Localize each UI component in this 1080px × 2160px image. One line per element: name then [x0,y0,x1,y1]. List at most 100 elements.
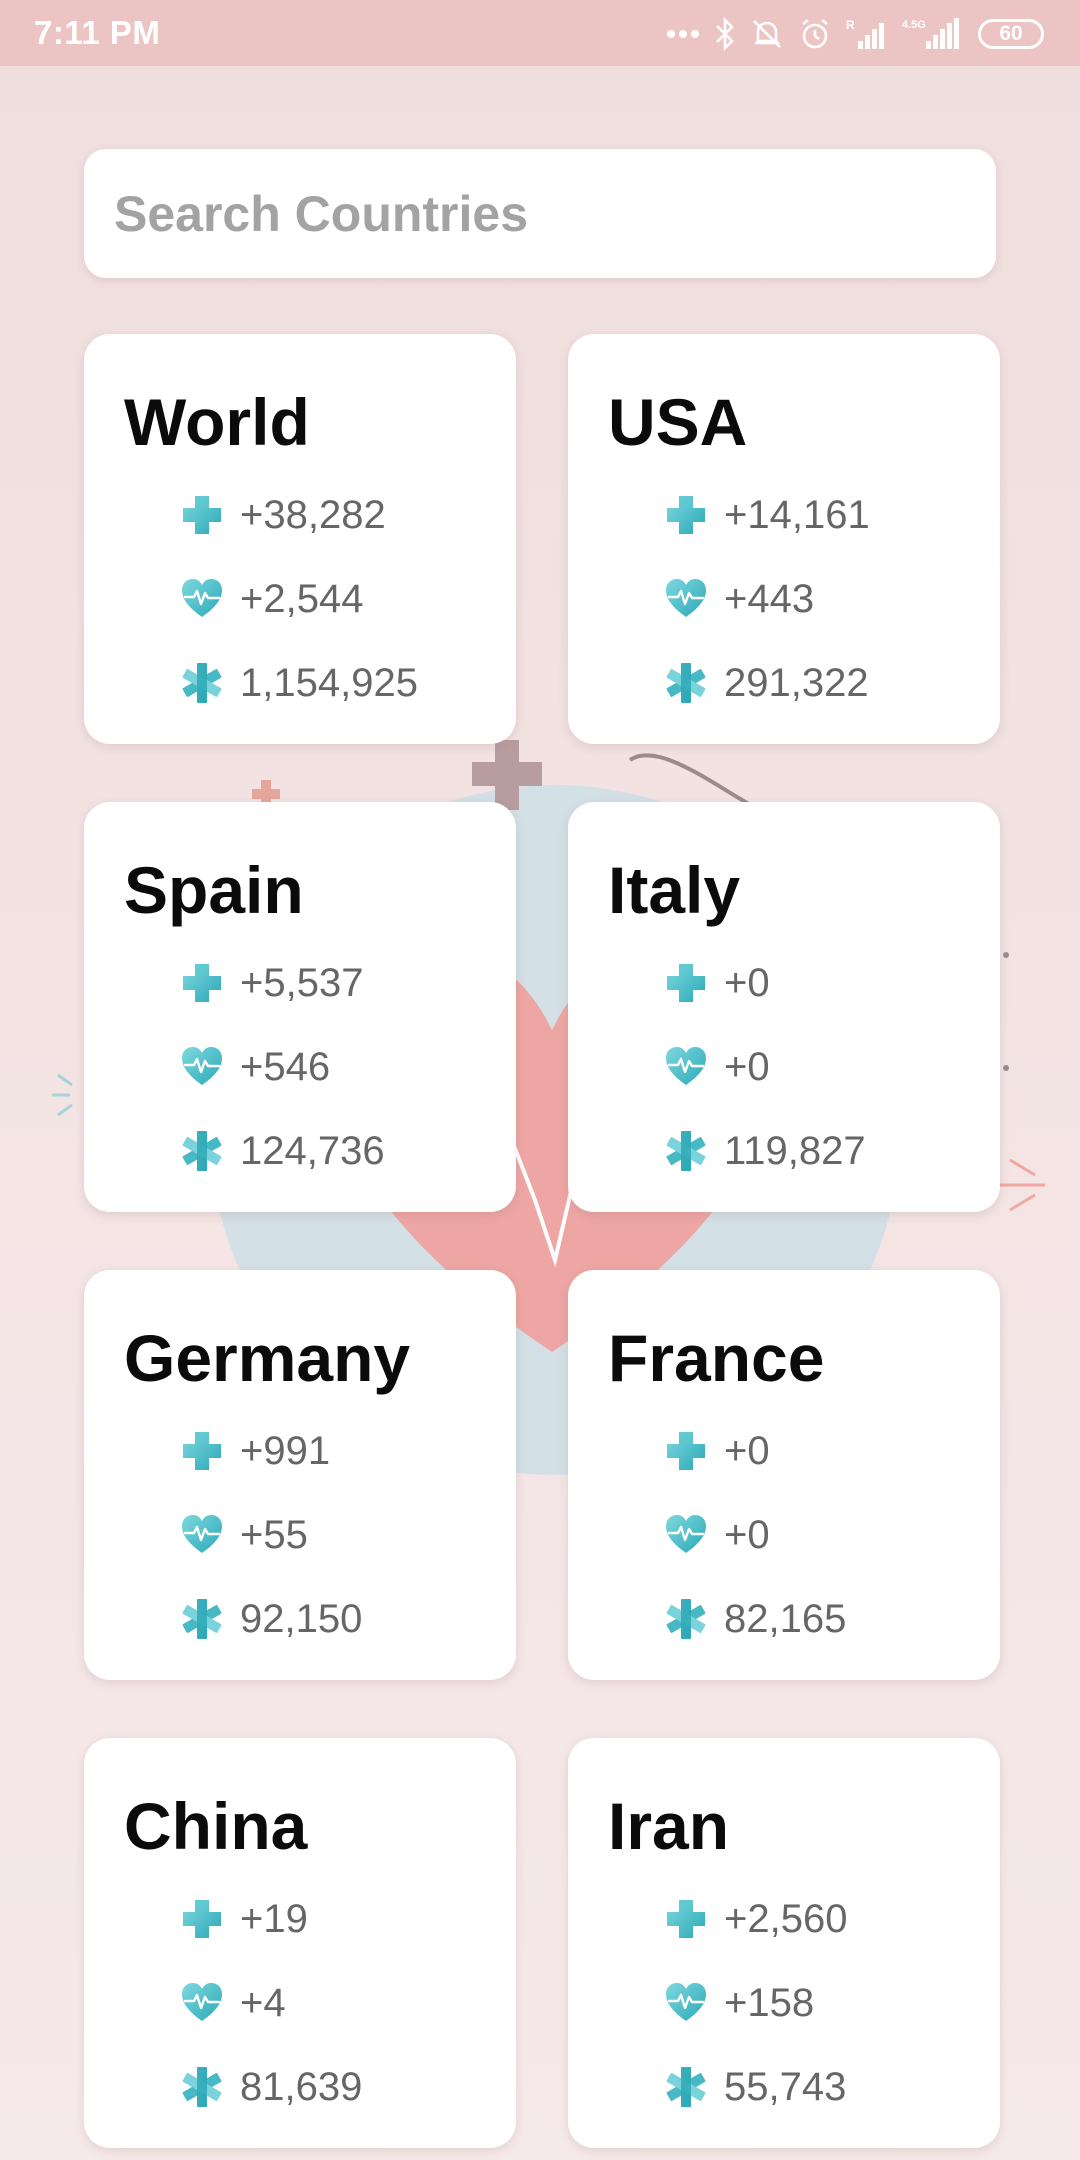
country-name: Germany [124,1321,411,1395]
stat-row-new-cases: +14,161 [664,485,870,545]
stat-value-new-deaths: +2,544 [240,576,364,621]
stat-value-new-cases: +19 [240,1896,308,1941]
medical-cross-icon [664,1897,708,1941]
medical-cross-icon [664,493,708,537]
medical-cross-icon [664,1429,708,1473]
asterisk-icon [664,661,708,705]
stat-row-new-cases: +991 [180,1421,330,1481]
country-card[interactable]: USA +14,161 +443 291,322 [568,334,1000,744]
stat-row-new-deaths: +0 [664,1505,770,1565]
country-name: China [124,1789,308,1863]
asterisk-icon [180,1129,224,1173]
status-bar: 7:11 PM R 4.5G 60 [0,0,1080,66]
mute-bell-icon [753,20,781,48]
stat-row-new-cases: +19 [180,1889,308,1949]
stat-value-total: 92,150 [240,1596,363,1641]
country-name: Spain [124,853,304,927]
stat-value-new-deaths: +0 [724,1512,770,1557]
stat-value-new-cases: +14,161 [724,492,870,537]
stat-value-new-deaths: +443 [724,576,815,621]
stat-row-total: 82,165 [664,1589,846,1649]
stat-row-new-deaths: +546 [180,1037,330,1097]
more-dots-icon [667,30,699,38]
stat-value-new-deaths: +158 [724,1980,815,2025]
stat-row-new-cases: +0 [664,1421,770,1481]
stat-row-new-cases: +38,282 [180,485,386,545]
search-input[interactable] [112,183,976,244]
stat-row-new-deaths: +0 [664,1037,770,1097]
stat-value-new-cases: +2,560 [724,1896,848,1941]
stat-row-new-cases: +5,537 [180,953,363,1013]
country-name: Italy [608,853,741,927]
svg-text:R: R [846,18,855,32]
alarm-icon [802,18,828,49]
country-card[interactable]: Spain +5,537 +546 124,736 [84,802,516,1212]
country-card[interactable]: China +19 +4 81,639 [84,1738,516,2148]
medical-cross-icon [180,1897,224,1941]
status-time: 7:11 PM [34,14,161,51]
country-name: Iran [608,1789,730,1863]
stat-row-total: 119,827 [664,1121,866,1181]
stat-value-new-cases: +38,282 [240,492,386,537]
stat-row-new-cases: +2,560 [664,1889,847,1949]
heart-pulse-icon [180,577,224,621]
stat-value-total: 1,154,925 [240,660,418,705]
heart-pulse-icon [664,577,708,621]
stat-row-total: 81,639 [180,2057,362,2117]
country-card[interactable]: Iran +2,560 +158 55,743 [568,1738,1000,2148]
country-name: USA [608,385,748,459]
heart-pulse-icon [664,1981,708,2025]
stat-row-new-deaths: +4 [180,1973,286,2033]
stat-row-total: 92,150 [180,1589,362,1649]
heart-pulse-icon [664,1045,708,1089]
country-name: France [608,1321,825,1395]
stat-value-total: 81,639 [240,2064,363,2109]
medical-cross-icon [180,1429,224,1473]
stat-value-total: 55,743 [724,2064,847,2109]
stat-row-total: 55,743 [664,2057,846,2117]
country-card[interactable]: Germany +991 +55 92,150 [84,1270,516,1680]
asterisk-icon [664,2065,708,2109]
stat-value-total: 124,736 [240,1128,385,1173]
stat-value-total: 119,827 [724,1128,866,1173]
country-name: World [124,385,310,459]
asterisk-icon [664,1597,708,1641]
country-card[interactable]: France +0 +0 82,165 [568,1270,1000,1680]
stat-value-new-deaths: +546 [240,1044,331,1089]
medical-cross-icon [180,493,224,537]
stat-row-new-cases: +0 [664,953,770,1013]
status-icons: R 4.5G 60 [666,14,1044,54]
svg-text:4.5G: 4.5G [902,19,926,31]
stat-row-new-deaths: +55 [180,1505,308,1565]
stat-value-new-cases: +0 [724,1428,770,1473]
country-card[interactable]: Italy +0 +0 119,827 [568,802,1000,1212]
stat-value-new-cases: +5,537 [240,960,364,1005]
stat-row-total: 1,154,925 [180,653,418,713]
stat-value-total: 291,322 [724,660,869,705]
stat-value-total: 82,165 [724,1596,847,1641]
signal-r-icon: R [846,18,884,49]
battery-level: 60 [999,22,1023,45]
stat-row-total: 124,736 [180,1121,385,1181]
stat-value-new-cases: +0 [724,960,770,1005]
stat-row-new-deaths: +158 [664,1973,814,2033]
country-card[interactable]: World +38,282 +2,544 1,154,925 [84,334,516,744]
medical-cross-icon [180,961,224,1005]
heart-pulse-icon [180,1513,224,1557]
stat-value-new-cases: +991 [240,1428,331,1473]
signal-4g-icon: 4.5G [902,18,959,49]
search-box[interactable] [84,149,996,278]
asterisk-icon [180,1597,224,1641]
battery-icon: 60 [978,19,1044,49]
stat-row-total: 291,322 [664,653,869,713]
heart-pulse-icon [180,1045,224,1089]
stat-value-new-deaths: +55 [240,1512,308,1557]
stat-value-new-deaths: +4 [240,1980,286,2025]
asterisk-icon [180,2065,224,2109]
medical-cross-icon [664,961,708,1005]
stat-value-new-deaths: +0 [724,1044,770,1089]
asterisk-icon [664,1129,708,1173]
asterisk-icon [180,661,224,705]
stat-row-new-deaths: +443 [664,569,814,629]
bluetooth-icon [716,17,734,51]
